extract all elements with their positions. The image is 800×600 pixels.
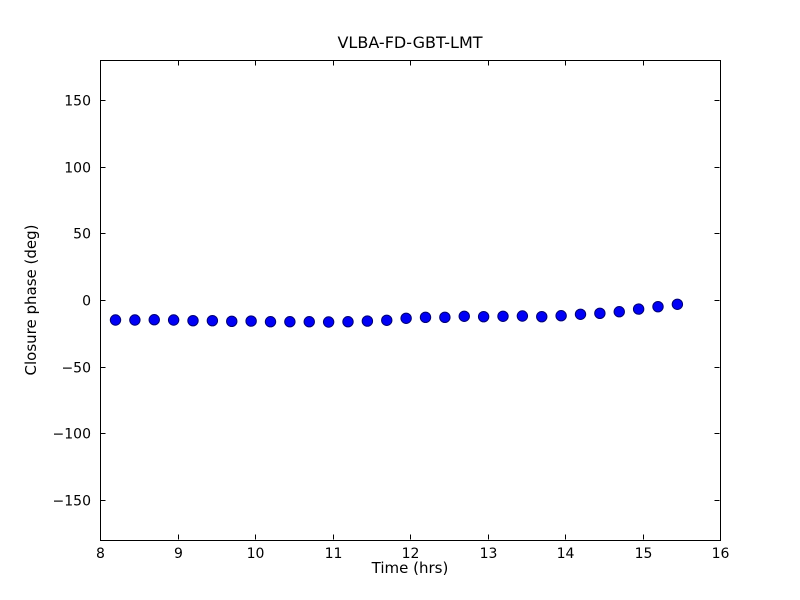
data-point [536,310,548,323]
y-tick-label: −150 [53,494,91,510]
axes-frame [100,60,721,541]
data-point [439,311,451,324]
data-point [245,315,257,327]
data-point [167,314,180,326]
data-point [574,308,587,320]
y-axis-label: Closure phase (deg) [22,224,40,376]
y-tick-label: 0 [82,294,91,310]
x-tick-label: 9 [174,546,183,562]
x-tick-label: 13 [480,546,498,562]
x-tick-label: 11 [325,546,343,562]
data-point [187,314,199,327]
data-point [381,314,393,326]
data-point [458,310,470,322]
data-point [671,298,684,310]
data-point [322,316,335,328]
x-tick-label: 12 [402,546,420,562]
x-axis-label: Time (hrs) [371,559,449,577]
data-point [342,316,354,328]
data-point [419,311,432,324]
data-point [303,316,315,328]
x-tick-label: 16 [712,546,730,562]
data-point [632,303,645,315]
y-tick-label: 150 [64,94,91,110]
x-tick-label: 10 [247,546,265,562]
chart-title: VLBA-FD-GBT-LMT [337,33,483,52]
x-tick-label: 15 [635,546,653,562]
data-point [206,314,219,327]
data-point [594,307,606,320]
data-point [477,310,490,323]
data-point [361,315,374,327]
data-point [555,310,567,322]
data-point [497,310,509,322]
x-tick-label: 8 [96,546,105,562]
x-tick-label: 14 [557,546,575,562]
data-point [109,314,122,326]
data-point [226,315,238,328]
y-tick-label: −100 [53,427,91,443]
data-point [264,316,277,328]
data-point [284,316,296,328]
y-tick-label: −50 [61,361,91,377]
y-tick-label: 100 [64,161,91,177]
data-point [400,312,412,324]
y-tick-label: 50 [73,227,91,243]
data-point [516,310,529,322]
data-point [652,300,664,313]
data-point [148,314,160,326]
data-point [129,314,141,326]
data-point [613,306,625,318]
